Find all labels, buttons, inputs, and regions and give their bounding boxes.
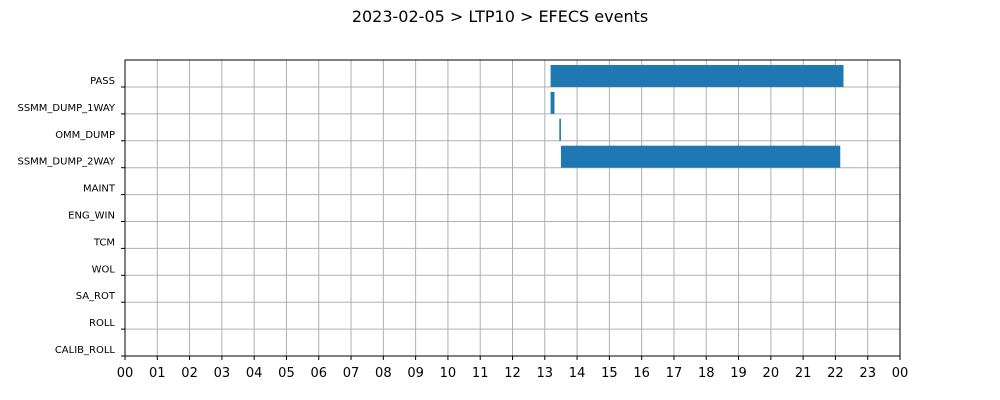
y-tick-label: CALIB_ROLL [55,345,116,356]
y-tick-label: OMM_DUMP [55,130,115,141]
x-tick-label: 06 [310,366,327,381]
x-tick-label: 16 [633,366,650,381]
event-bar [550,91,555,114]
chart-title: 2023-02-05 > LTP10 > EFECS events [352,7,648,26]
y-tick-label: MAINT [83,184,116,195]
x-tick-label: 10 [440,366,457,381]
x-tick-label: 00 [117,366,134,381]
x-tick-label: 02 [181,366,198,381]
event-bar [550,65,844,87]
event-bars [550,65,844,168]
y-axis: PASS SSMM_DUMP_1WAY OMM_DUMP SSMM_DUMP_2WAY… [17,76,125,357]
x-tick-label: 15 [601,366,618,381]
y-tick-label: SSMM_DUMP_2WAY [17,157,115,168]
x-tick-label: 05 [278,366,295,381]
x-tick-label: 12 [504,366,521,381]
x-tick-label: 08 [375,366,392,381]
x-tick-label: 09 [407,366,424,381]
y-tick-label: SSMM_DUMP_1WAY [17,103,115,114]
event-bar [560,145,841,168]
event-bar [559,118,561,141]
x-tick-label: 13 [537,366,554,381]
y-tick-label: SA_ROT [76,291,116,302]
x-tick-label: 19 [730,366,747,381]
x-tick-label: 00 [892,366,909,381]
x-tick-label: 14 [569,366,586,381]
x-tick-label: 17 [666,366,683,381]
y-tick-label: TCM [93,237,115,248]
y-tick-label: ENG_WIN [68,211,115,222]
y-tick-label: PASS [90,76,115,87]
y-tick-label: ROLL [89,318,115,329]
x-axis: 00 01 02 03 04 05 06 07 08 09 10 11 12 13 14 15 16 17 18 19… [117,356,909,381]
x-tick-label: 20 [763,366,780,381]
x-tick-label: 01 [149,366,166,381]
x-tick-label: 18 [698,366,715,381]
y-tick-label: WOL [92,264,116,275]
grid [124,60,901,357]
x-tick-label: 11 [472,366,489,381]
x-tick-label: 23 [859,366,876,381]
x-tick-label: 07 [343,366,360,381]
x-tick-label: 04 [246,366,263,381]
x-tick-label: 22 [827,366,844,381]
x-tick-label: 21 [795,366,812,381]
x-tick-label: 03 [214,366,231,381]
